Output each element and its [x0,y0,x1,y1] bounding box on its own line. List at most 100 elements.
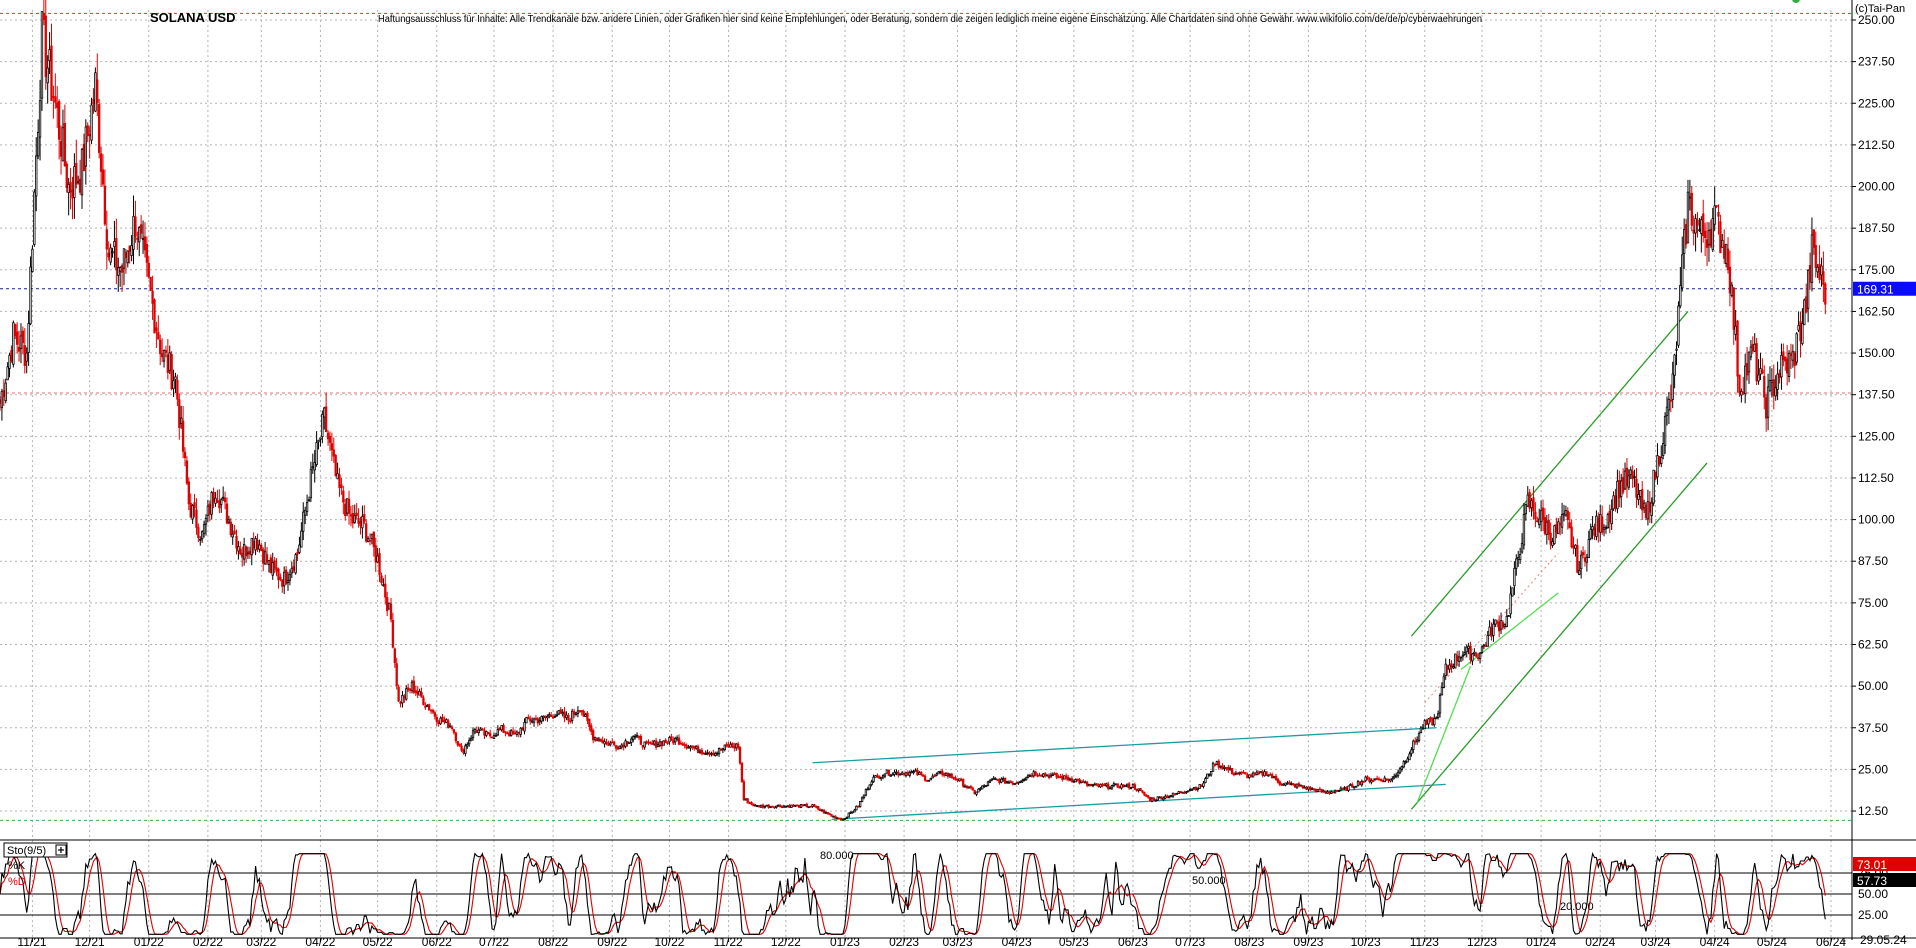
candle-body [1030,774,1034,777]
candle-body [517,731,520,734]
candle-body [246,552,250,555]
candle-body [1164,795,1167,799]
candle-body [1141,790,1144,793]
candle-body [1238,771,1241,775]
candle-body [1297,783,1301,787]
candle-body [315,442,318,466]
sto-legend: Sto(9/5) %K %D [3,842,68,888]
candle-body [355,512,358,517]
candle-body [1698,229,1701,232]
candle-body [773,806,776,809]
candle-body [1820,265,1823,276]
candle-body [1242,771,1245,774]
candle-body [408,688,412,691]
candle-body [92,99,95,105]
candle-body [872,776,875,783]
candle-body [368,539,372,542]
candle-body [1728,266,1732,294]
candle-body [532,718,536,723]
candle-body [1629,469,1632,476]
candle-body [1112,783,1116,787]
candle-body [73,166,76,198]
candle-body [1509,593,1512,615]
candle-body [1173,793,1177,796]
candle-body [1183,791,1186,794]
candle-body [181,420,185,452]
candle-body [90,104,93,141]
candle-body [477,729,480,734]
candle-body [880,776,883,780]
candle-body [1753,343,1756,352]
candle-body [115,237,118,271]
candle-body [210,492,213,515]
candle-body [1415,739,1419,742]
candle-body [1713,205,1716,225]
candle-body [1621,477,1625,493]
candle-body [1616,480,1619,510]
candle-body [395,663,398,687]
candle-body [664,739,667,744]
candle-body [818,809,822,812]
candle-body [414,690,417,694]
candle-body [1230,767,1234,775]
candle-body [971,787,974,791]
candle-body [1602,527,1606,530]
candle-body [1511,587,1514,597]
candle-body [975,791,978,795]
candle-body [847,812,850,818]
candle-body [1545,521,1548,535]
candle-body [252,540,255,549]
candle-body [1190,789,1194,791]
candle-body [1688,196,1692,199]
candle-body [614,745,618,749]
candle-body [628,741,631,744]
candle-body [1593,528,1596,536]
copyright-text: (c)Tai-Pan [1855,3,1905,15]
candle-body [433,712,437,717]
candle-body [994,778,997,781]
candle-body [397,686,400,702]
dashed-levels [0,12,1852,821]
candle-body [1021,780,1024,783]
candle-body [424,705,427,708]
candle-body [1408,753,1411,761]
candle-body [813,804,816,807]
candle-body [668,736,671,743]
candle-body [267,560,271,565]
candle-body [878,775,881,779]
candle-body [838,817,841,820]
candle-body [845,816,849,819]
candle-body [241,552,244,558]
candle-body [178,399,181,428]
candle-body [1236,772,1239,775]
candle-body [1480,646,1484,653]
candle-body [160,353,164,358]
candle-body [1454,653,1457,669]
candle-body [96,79,99,103]
candle-body [345,498,349,514]
candle-body [1633,476,1636,478]
trend-line [831,783,1446,820]
candle-body [1036,774,1039,777]
candle-body [937,771,940,775]
candle-body [798,804,801,808]
candle-body [1446,665,1449,670]
candle-body [36,132,40,157]
candle-body [820,809,824,812]
candle-body [17,346,21,352]
grid [0,10,1852,938]
candle-body [1576,545,1579,573]
candle-body [283,571,286,587]
candle-body [1047,775,1051,779]
candle-body [1034,771,1037,776]
candle-body [525,717,528,724]
candle-body [1484,645,1487,647]
candle-body [67,183,70,194]
candle-body [204,517,208,525]
candle-body [1650,502,1653,516]
candle-body [1732,287,1735,330]
candle-body [1192,787,1196,790]
candle-body [639,735,643,745]
candle-body [1124,784,1127,787]
